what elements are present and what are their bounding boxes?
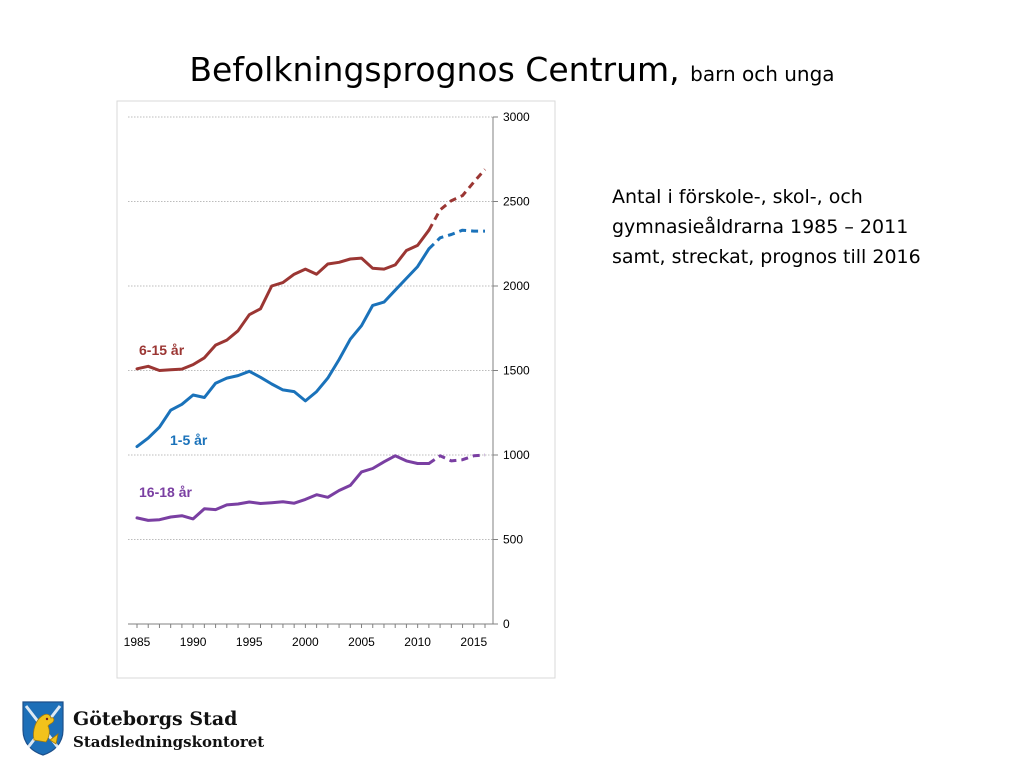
series-label: 16-18 år (139, 484, 192, 500)
x-tick-label: 1990 (180, 635, 207, 649)
chart-description: Antal i förskole-, skol-, och gymnasieål… (612, 182, 1002, 272)
series-line-actual (135, 228, 431, 372)
y-tick-label: 2000 (503, 279, 530, 293)
y-tick-label: 1000 (503, 448, 530, 462)
slide-title: Befolkningsprognos Centrum, barn och ung… (0, 50, 1024, 89)
goteborg-lion-crest-icon (22, 701, 64, 756)
description-line-2: gymnasieåldrarna 1985 – 2011 (612, 216, 909, 238)
org-department: Stadsledningskontoret (73, 733, 265, 751)
x-tick-label: 2015 (460, 635, 487, 649)
slide-subtitle: barn och unga (690, 62, 835, 86)
y-tick-label: 0 (503, 617, 510, 631)
chart-series (135, 168, 487, 522)
chart-grid (128, 116, 493, 540)
chart-series-labels: 6-15 år 1-5 år 16-18 år (139, 342, 208, 500)
series-line-forecast (428, 453, 486, 465)
series-line-actual (135, 247, 431, 449)
series-1 (135, 228, 485, 449)
x-tick-label: 1985 (124, 635, 151, 649)
chart-axes: 0 500 1000 1500 2000 2500 3000 1985 1990 1995 2000… (124, 110, 530, 649)
series-line-actual (135, 454, 431, 522)
org-name: Göteborgs Stad (73, 708, 238, 730)
series-line-forecast (427, 228, 485, 250)
series-label: 1-5 år (170, 432, 208, 448)
description-line-3: samt, streckat, prognos till 2016 (612, 246, 921, 268)
series-line-forecast (427, 168, 487, 231)
y-tick-label: 2500 (503, 195, 530, 209)
y-tick-label: 1500 (503, 364, 530, 378)
description-line-1: Antal i förskole-, skol-, och (612, 186, 863, 208)
x-tick-label: 2000 (292, 635, 319, 649)
x-tick-label: 2010 (404, 635, 431, 649)
y-tick-label: 500 (503, 533, 523, 547)
series-0 (135, 168, 487, 372)
series-2 (135, 453, 486, 522)
x-tick-label: 1995 (236, 635, 263, 649)
chart-plot-area-border (116, 100, 556, 679)
y-tick-label: 3000 (503, 110, 530, 124)
series-label: 6-15 år (139, 342, 185, 358)
slide-title-main: Befolkningsprognos Centrum, (189, 50, 680, 89)
x-tick-label: 2005 (348, 635, 375, 649)
